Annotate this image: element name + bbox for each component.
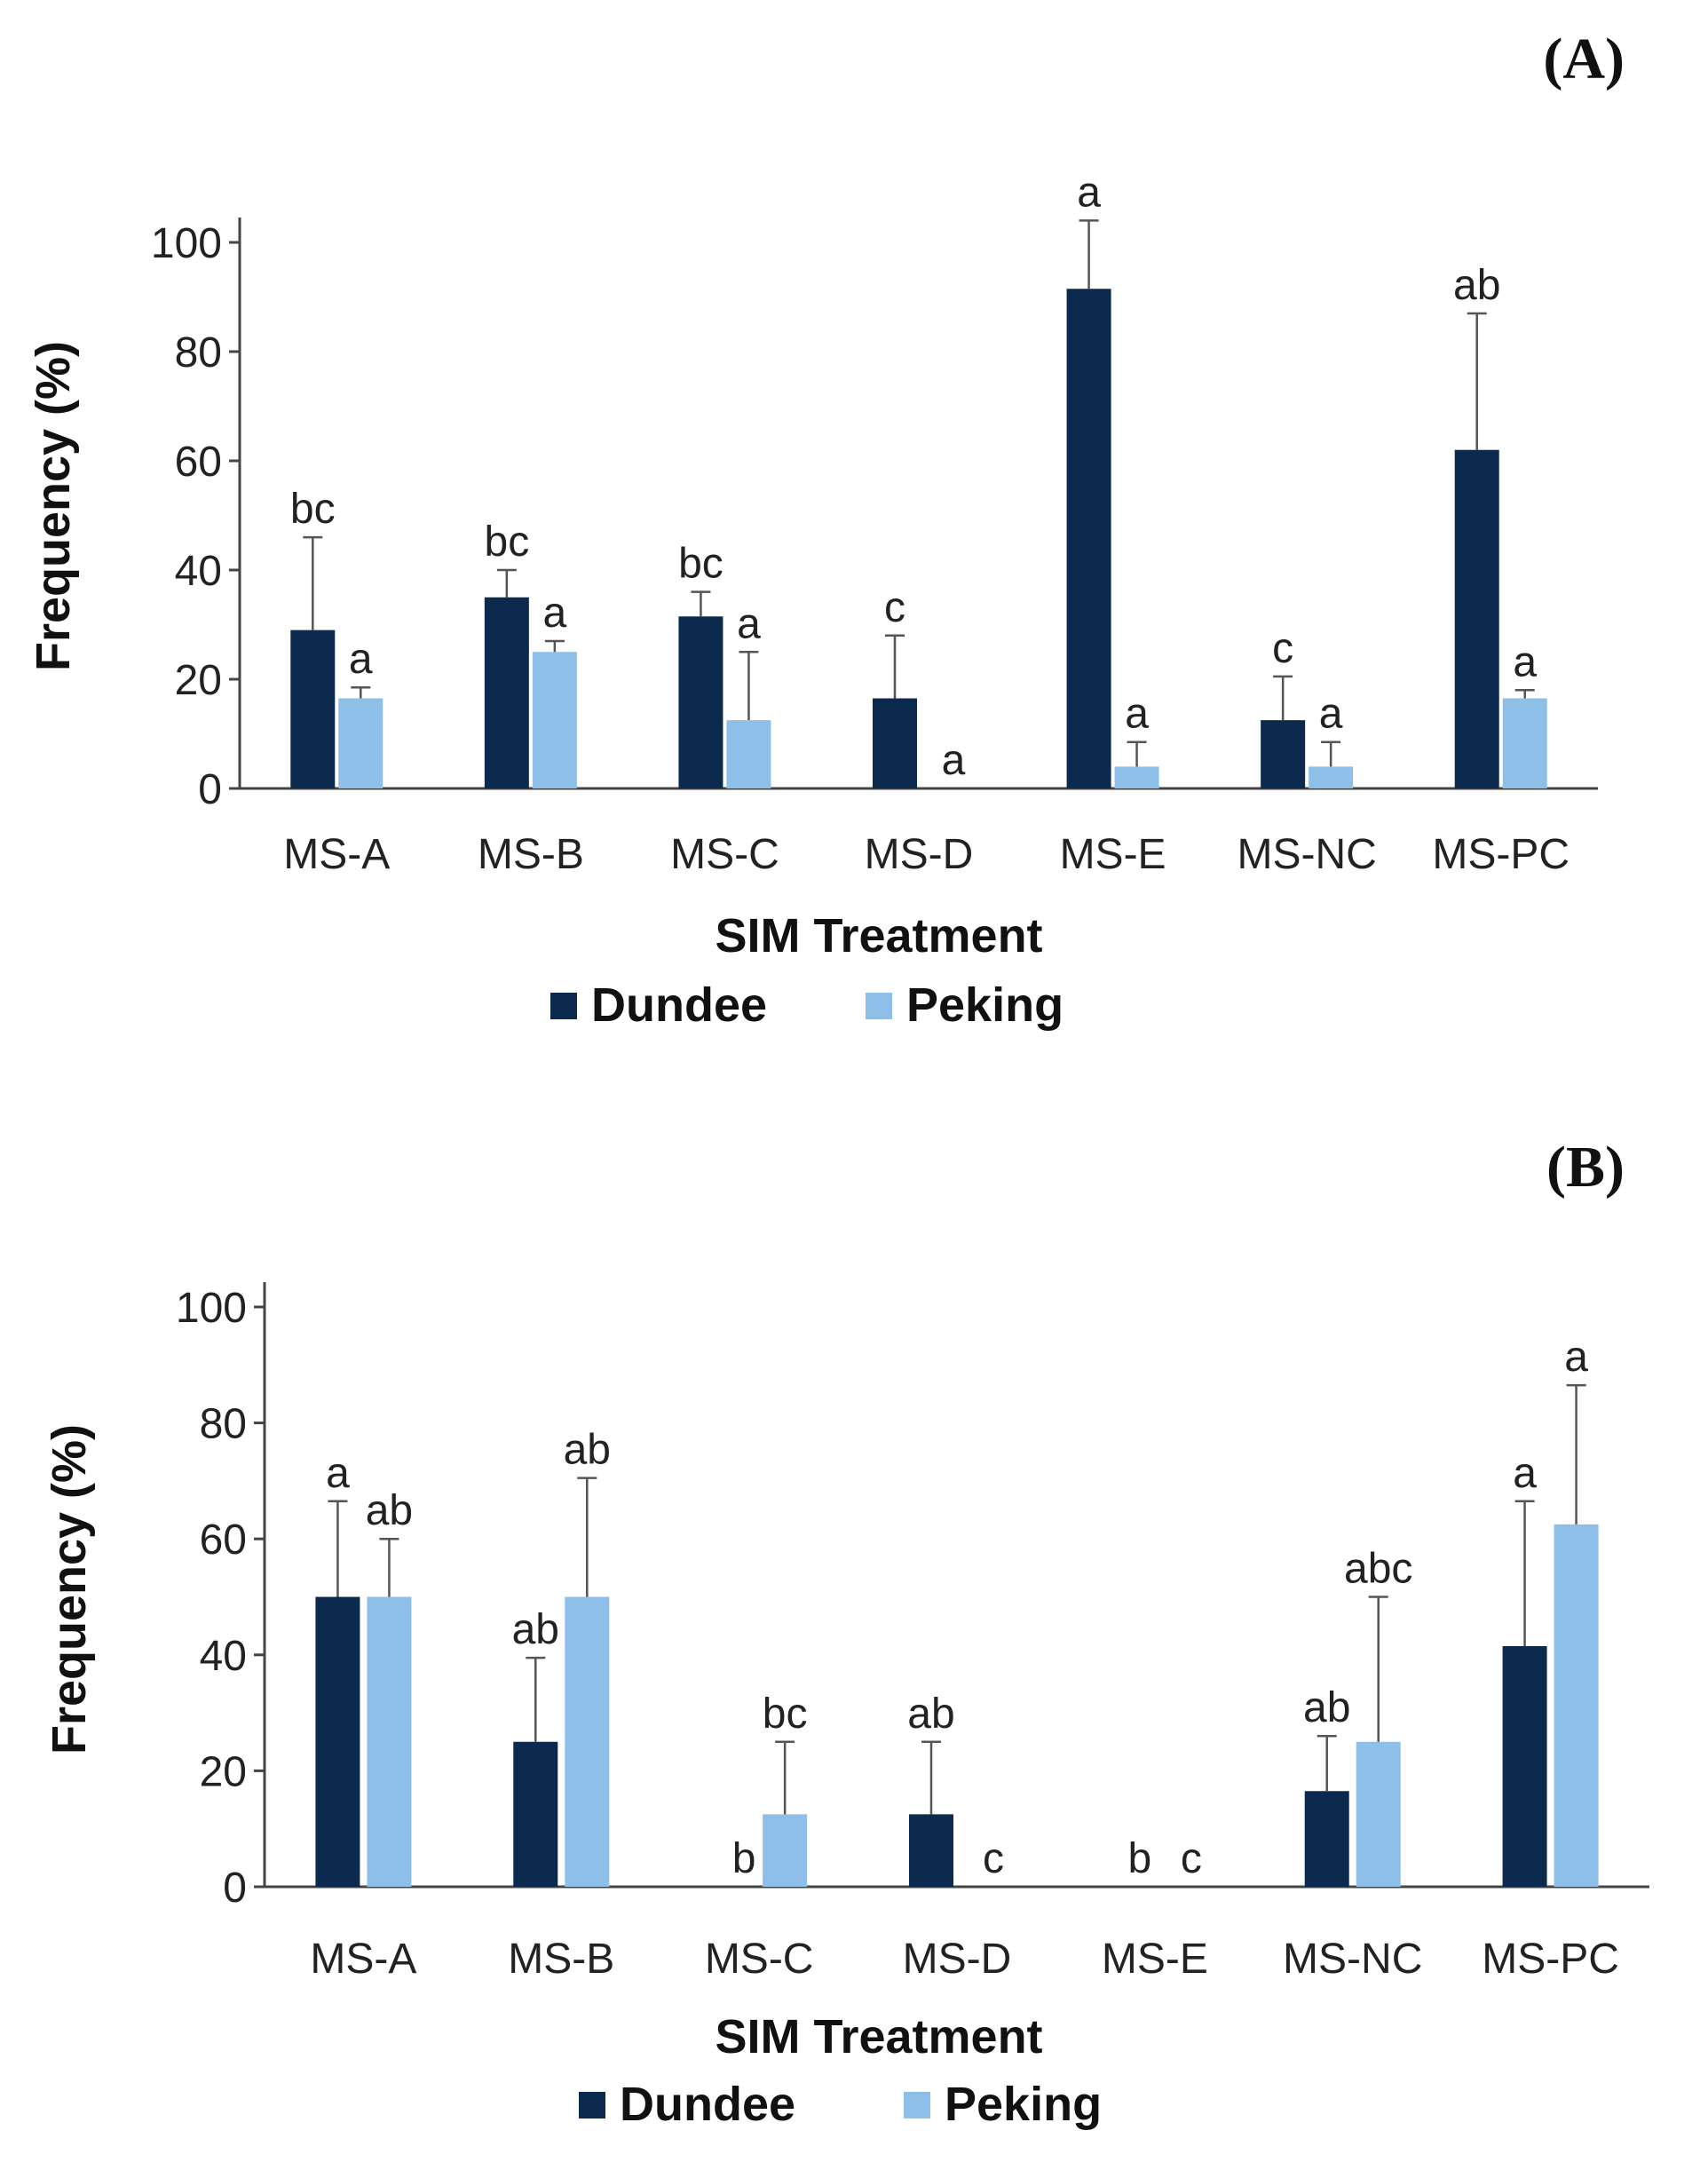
chart-a-category-label: MS-C [670, 831, 779, 878]
chart-a-bar-dundee [678, 616, 724, 788]
chart-a-bar-peking [338, 698, 384, 788]
chart-b-bar-peking [565, 1596, 610, 1887]
chart-b-significance-letter: a [1564, 1334, 1588, 1381]
chart-a-legend-dundee: Dundee [591, 978, 767, 1032]
chart-a-legend-peking: Peking [906, 978, 1064, 1032]
chart-b-significance-letter: ab [564, 1427, 611, 1474]
chart-b-bar-dundee [909, 1814, 953, 1887]
chart-a-bar-dundee [1454, 449, 1499, 788]
chart-a-bar-dundee [1066, 289, 1111, 788]
chart-b-significance-letter: ab [907, 1691, 954, 1738]
chart-a-significance-letter: a [349, 636, 373, 683]
chart-b-significance-letter: ab [512, 1606, 559, 1653]
chart-b-ytick-label: 40 [200, 1633, 247, 1680]
chart-b-bar-peking [763, 1814, 808, 1887]
chart-b-category-label: MS-D [903, 1936, 1012, 1983]
panel-a-label: (A) [1543, 27, 1625, 91]
chart-a-significance-letter: bc [485, 519, 530, 566]
chart-a-bar-dundee [873, 698, 917, 788]
chart-a-significance-letter: a [543, 590, 567, 637]
chart-b-bar-dundee [513, 1741, 558, 1887]
chart-a-ytick-label: 60 [175, 439, 222, 486]
chart-b-ytick-label: 60 [200, 1517, 247, 1564]
chart-a-bar-peking [1114, 766, 1159, 788]
chart-a-ytick-label: 40 [175, 548, 222, 595]
chart-b-bar-peking [1356, 1741, 1401, 1887]
chart-b-bar-dundee [1304, 1791, 1349, 1887]
chart-a-category-label: MS-D [865, 831, 974, 878]
chart-a-ytick-label: 80 [175, 329, 222, 376]
chart-b-xlabel: SIM Treatment [715, 2010, 1042, 2063]
chart-a-legend-swatch-dundee [550, 993, 577, 1019]
chart-a-bar-peking [532, 652, 577, 788]
chart-b-ytick-label: 0 [223, 1865, 247, 1912]
chart-a-significance-letter: bc [290, 486, 336, 533]
chart-a-ytick-label: 20 [175, 657, 222, 704]
chart-a-bar-peking [726, 720, 771, 788]
chart-b-category-label: MS-NC [1283, 1936, 1422, 1983]
chart-b-legend-swatch-peking [904, 2092, 930, 2119]
chart-a-category-label: MS-PC [1432, 831, 1570, 878]
chart-b-significance-letter: ab [1303, 1684, 1350, 1731]
chart-b-plot: 020406080100MS-AaabMS-BababMS-CbbcMS-Dab… [176, 1282, 1649, 1983]
chart-a-category-label: MS-E [1060, 831, 1166, 878]
chart-b-significance-letter: abc [1344, 1546, 1412, 1593]
chart-b-bar-dundee [1502, 1646, 1547, 1887]
chart-b-category-label: MS-E [1102, 1936, 1208, 1983]
chart-a-xlabel: SIM Treatment [715, 909, 1042, 962]
chart-a-legend-swatch-peking [866, 993, 892, 1019]
chart-b-ylabel: Frequency (%) [43, 1424, 96, 1754]
chart-b-significance-letter: a [326, 1450, 350, 1497]
panel-b-label: (B) [1546, 1135, 1625, 1200]
chart-a-bar-dundee [484, 597, 529, 788]
chart-b-significance-letter: c [1181, 1835, 1202, 1882]
chart-a-significance-letter: a [737, 600, 761, 647]
chart-b-significance-letter: c [983, 1835, 1004, 1882]
chart-b-bar-peking [1554, 1524, 1599, 1887]
chart-b-legend-peking: Peking [945, 2078, 1102, 2131]
chart-a-significance-letter: a [1513, 638, 1537, 685]
chart-a-significance-letter: c [884, 584, 905, 631]
chart-a-significance-letter: a [942, 737, 966, 784]
chart-b-significance-letter: b [732, 1835, 756, 1882]
chart-b-significance-letter: ab [366, 1487, 413, 1534]
chart-a-significance-letter: a [1319, 691, 1343, 738]
chart-b-bar-dundee [315, 1596, 360, 1887]
chart-b-bar-peking [367, 1596, 412, 1887]
chart-b-category-label: MS-A [310, 1936, 416, 1983]
chart-a-significance-letter: a [1125, 691, 1149, 738]
chart-a-bar-dundee [1261, 720, 1306, 788]
chart-b-category-label: MS-B [508, 1936, 614, 1983]
chart-a-bar-dundee [290, 630, 336, 788]
chart-a-category-label: MS-NC [1237, 831, 1376, 878]
chart-b-category-label: MS-PC [1482, 1936, 1619, 1983]
chart-b-significance-letter: bc [763, 1691, 808, 1738]
chart-b-significance-letter: b [1128, 1835, 1152, 1882]
chart-a-ylabel: Frequency (%) [27, 341, 80, 671]
chart-b-ytick-label: 100 [176, 1285, 247, 1332]
chart-b-ytick-label: 80 [200, 1401, 247, 1448]
chart-a-category-label: MS-A [283, 831, 390, 878]
chart-b-ytick-label: 20 [200, 1748, 247, 1795]
chart-b-legend-swatch-dundee [579, 2092, 605, 2119]
chart-a-significance-letter: bc [678, 541, 724, 588]
chart-a-significance-letter: c [1272, 625, 1293, 672]
chart-a-bar-peking [1309, 766, 1354, 788]
chart-a-ytick-label: 100 [151, 220, 222, 267]
chart-b-legend-dundee: Dundee [620, 2078, 795, 2131]
chart-b-significance-letter: a [1513, 1450, 1537, 1497]
chart-a-plot: 020406080100MS-AbcaMS-BbcaMS-CbcaMS-DcaM… [151, 169, 1598, 878]
chart-a-significance-letter: ab [1453, 262, 1500, 309]
chart-a-significance-letter: a [1077, 169, 1101, 216]
chart-a-bar-peking [1502, 698, 1547, 788]
chart-b-category-label: MS-C [705, 1936, 814, 1983]
chart-a-ytick-label: 0 [198, 766, 222, 813]
chart-a-category-label: MS-B [478, 831, 584, 878]
